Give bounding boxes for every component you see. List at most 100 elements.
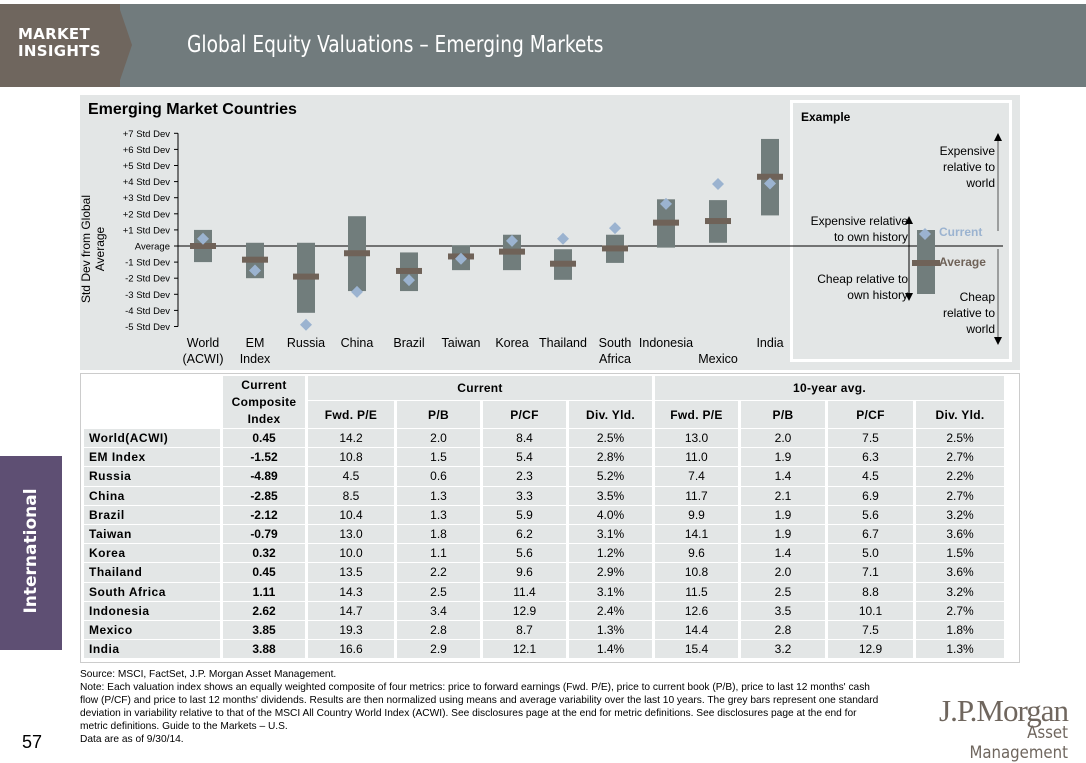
table-row: World(ACWI) 0.45 14.2 2.0 8.4 2.5% 13.0 2.0 7.5 2…	[84, 429, 1004, 448]
cell: 8.4	[483, 429, 566, 448]
header-metric: P/B	[741, 401, 825, 428]
cell: 8.7	[483, 620, 566, 640]
brand-chevron	[118, 4, 132, 86]
cell: 1.1	[397, 544, 480, 563]
cell: 1.3%	[569, 620, 652, 640]
chart-panel: Emerging Market Countries Std Dev from G…	[79, 95, 1020, 370]
legend-cheap-world: Cheap relative to world	[942, 290, 995, 336]
y-tick-label: -1 Std Dev	[125, 258, 170, 269]
header-current: Current	[308, 376, 652, 400]
cell: 13.5	[308, 563, 394, 582]
cell: 6.9	[828, 486, 913, 505]
current-marker	[764, 177, 776, 190]
chart-title: Emerging Market Countries	[88, 101, 297, 118]
row-label: Taiwan	[84, 524, 220, 544]
cell: 2.7%	[916, 486, 1004, 505]
cell: 16.6	[308, 640, 394, 659]
x-tick-label: China	[341, 336, 374, 350]
brand-block	[0, 4, 120, 87]
current-marker	[455, 252, 467, 265]
average-marker	[499, 248, 525, 255]
cell: 5.6	[483, 544, 566, 563]
row-label: World(ACWI)	[84, 429, 220, 448]
cell: 9.6	[483, 563, 566, 582]
date-text: Data are as of 9/30/14.	[80, 733, 184, 745]
cell: 3.3	[483, 486, 566, 505]
cell: 12.1	[483, 640, 566, 659]
cell: 3.1%	[569, 582, 652, 601]
cell: 2.2%	[916, 467, 1004, 486]
cell: 3.2%	[916, 505, 1004, 524]
source-text: Source: MSCI, FactSet, J.P. Morgan Asset…	[80, 668, 337, 680]
cell: 5.6	[828, 505, 913, 524]
table-row: Indonesia 2.62 14.7 3.4 12.9 2.4% 12.6 3.5 10.1 2…	[84, 601, 1004, 620]
average-marker	[757, 173, 783, 180]
cell: 10.4	[308, 505, 394, 524]
table-row: South Africa 1.11 14.3 2.5 11.4 3.1% 11.5 2.5 8.…	[84, 582, 1004, 601]
arrow-head-icon	[994, 337, 1002, 345]
cell: 3.1%	[569, 524, 652, 544]
cell: 0.6	[397, 467, 480, 486]
page-title: Global Equity Valuations – Emerging Mark…	[187, 32, 604, 58]
table-row: China -2.85 8.5 1.3 3.3 3.5% 11.7 2.1 6.9 2.7%	[84, 486, 1004, 505]
logo-line1: J.P.Morgan	[939, 693, 1069, 728]
cell: 2.1	[741, 486, 825, 505]
current-marker	[300, 318, 312, 331]
cell: 2.8%	[569, 448, 652, 467]
y-tick-label: +3 Std Dev	[123, 193, 171, 204]
y-tick-label: -2 Std Dev	[125, 274, 170, 285]
cell: 0.32	[223, 544, 305, 563]
table-row: Thailand 0.45 13.5 2.2 9.6 2.9% 10.8 2.0 7.1 3.6%	[84, 563, 1004, 582]
section-tab[interactable]: International	[0, 456, 62, 650]
cell: 1.9	[741, 505, 825, 524]
average-marker	[653, 219, 679, 226]
table-row: EM Index -1.52 10.8 1.5 5.4 2.8% 11.0 1.9 6.3 2.7…	[84, 448, 1004, 467]
y-tick-label: -5 Std Dev	[125, 322, 170, 333]
logo-line2: Asset Management	[969, 723, 1068, 763]
arrow-head-icon	[994, 133, 1002, 141]
table-row: Russia -4.89 4.5 0.6 2.3 5.2% 7.4 1.4 4.5 2.2%	[84, 467, 1004, 486]
cell: 3.5%	[569, 486, 652, 505]
x-tick-label: Index	[240, 352, 271, 366]
legend-current: Current	[939, 225, 983, 239]
cell: 14.4	[655, 620, 738, 640]
x-tick-label: India	[756, 336, 783, 350]
cell: 11.0	[655, 448, 738, 467]
cell: 14.3	[308, 582, 394, 601]
table-row: India 3.88 16.6 2.9 12.1 1.4% 15.4 3.2 12.9 1.3%	[84, 640, 1004, 659]
current-marker	[351, 285, 363, 298]
x-tick-label: Mexico	[698, 352, 738, 366]
cell: 2.8	[397, 620, 480, 640]
y-tick-label: -4 Std Dev	[125, 306, 170, 317]
cell: 15.4	[655, 640, 738, 659]
cell: 12.9	[828, 640, 913, 659]
cell: 1.3	[397, 505, 480, 524]
x-tick-label: Brazil	[393, 336, 424, 350]
cell: 1.5%	[916, 544, 1004, 563]
average-marker	[550, 260, 576, 267]
cell: 2.2	[397, 563, 480, 582]
cell: 1.3%	[916, 640, 1004, 659]
cell: 9.6	[655, 544, 738, 563]
x-tick-label: Russia	[287, 336, 325, 350]
cell: 13.0	[308, 524, 394, 544]
header-metric: Div. Yld.	[916, 401, 1004, 428]
cell: 4.0%	[569, 505, 652, 524]
cell: -2.12	[223, 505, 305, 524]
cell: 2.9	[397, 640, 480, 659]
valuation-table: Current Composite Index Current 10-year …	[80, 373, 1020, 663]
table-row: Taiwan -0.79 13.0 1.8 6.2 3.1% 14.1 1.9 6.7 3.6%	[84, 524, 1004, 544]
header-metric: P/CF	[828, 401, 913, 428]
cell: 4.5	[828, 467, 913, 486]
cell: 2.62	[223, 601, 305, 620]
arrow-head-icon	[905, 216, 913, 224]
header-metric: Div. Yld.	[569, 401, 652, 428]
x-tick-label: South	[599, 336, 632, 350]
cell: 8.8	[828, 582, 913, 601]
cell: 1.4%	[569, 640, 652, 659]
cell: 13.0	[655, 429, 738, 448]
average-marker	[344, 250, 370, 257]
row-label: South Africa	[84, 582, 220, 601]
cell: 6.2	[483, 524, 566, 544]
x-tick-label: Indonesia	[639, 336, 693, 350]
